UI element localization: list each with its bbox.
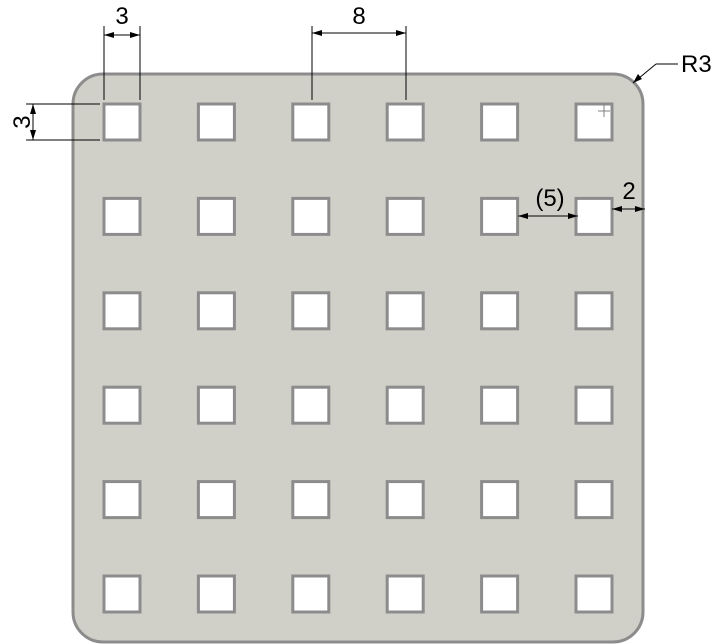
square-hole xyxy=(196,385,236,425)
square-hole xyxy=(291,291,331,331)
square-hole xyxy=(102,574,142,614)
hole-width-label: 3 xyxy=(115,3,128,30)
square-hole xyxy=(196,574,236,614)
dimension-hole-gap: (5) xyxy=(518,185,578,219)
dimension-hole-width: 3 xyxy=(103,3,141,100)
square-hole xyxy=(574,102,614,142)
square-hole xyxy=(102,291,142,331)
center-mark xyxy=(598,105,610,117)
dimension-edge-margin: 2 xyxy=(612,178,645,212)
square-hole xyxy=(385,385,425,425)
square-hole xyxy=(480,102,520,142)
square-hole xyxy=(196,102,236,142)
dimension-hole-height: 3 xyxy=(9,103,100,141)
hole-height-label: 3 xyxy=(9,115,36,128)
square-hole xyxy=(102,102,142,142)
square-hole xyxy=(480,574,520,614)
square-hole xyxy=(574,480,614,520)
square-hole xyxy=(291,574,331,614)
hole-pitch-label: 8 xyxy=(352,3,365,30)
square-hole xyxy=(480,480,520,520)
hole-gap-label: (5) xyxy=(535,185,564,212)
square-hole xyxy=(102,196,142,236)
hole-grid xyxy=(102,102,614,614)
plate-outline xyxy=(71,72,645,644)
square-hole xyxy=(291,385,331,425)
square-hole xyxy=(574,196,614,236)
square-hole xyxy=(574,291,614,331)
square-hole xyxy=(480,196,520,236)
square-hole xyxy=(102,480,142,520)
square-hole xyxy=(480,291,520,331)
edge-margin-label: 2 xyxy=(622,178,635,205)
square-hole xyxy=(291,102,331,142)
square-hole xyxy=(291,480,331,520)
square-hole xyxy=(385,102,425,142)
dimension-corner-radius: R3 xyxy=(632,51,712,84)
square-hole xyxy=(385,291,425,331)
square-hole xyxy=(574,574,614,614)
square-hole xyxy=(196,291,236,331)
square-hole xyxy=(196,196,236,236)
square-hole xyxy=(196,480,236,520)
square-hole xyxy=(385,196,425,236)
square-hole xyxy=(385,480,425,520)
square-hole xyxy=(574,385,614,425)
dimension-hole-pitch: 8 xyxy=(311,3,407,100)
square-hole xyxy=(291,196,331,236)
square-hole xyxy=(102,385,142,425)
square-hole xyxy=(480,385,520,425)
square-hole xyxy=(385,574,425,614)
corner-radius-label: R3 xyxy=(681,51,712,78)
